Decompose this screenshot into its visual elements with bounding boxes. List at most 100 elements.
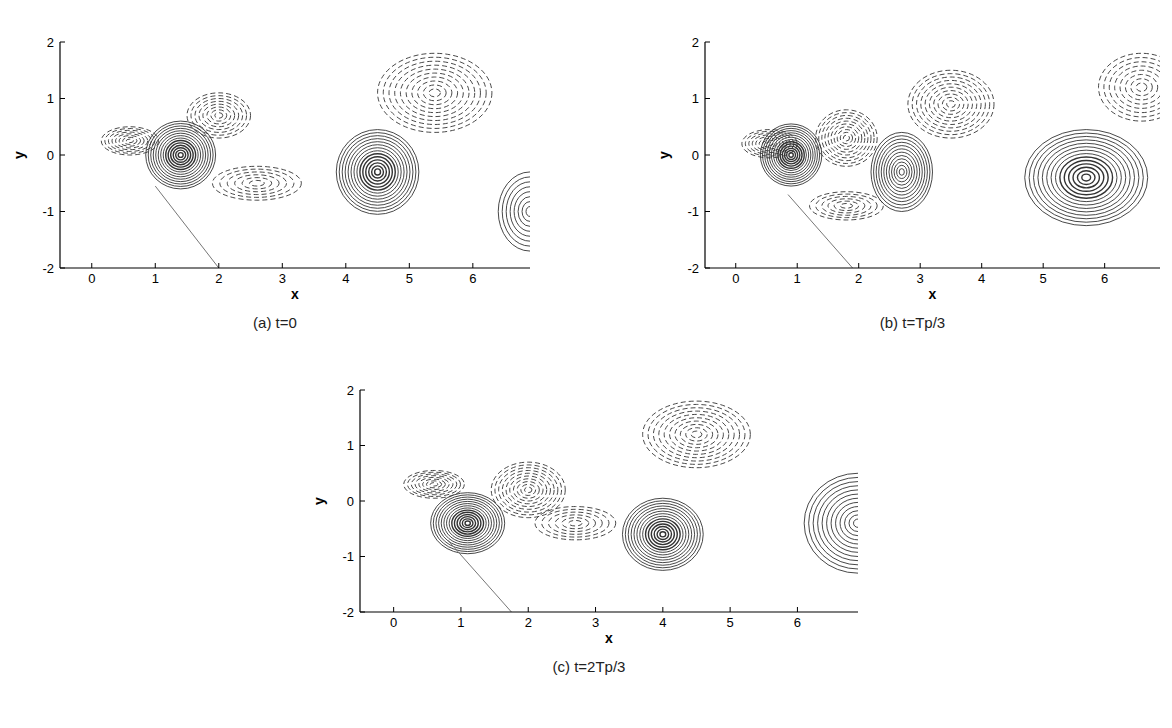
- y-tick: [705, 155, 710, 156]
- x-tick-label: 0: [732, 271, 739, 286]
- positive-vortex: [498, 172, 530, 251]
- contour-line: [828, 199, 865, 213]
- contour-line: [763, 140, 777, 147]
- contour-line: [816, 110, 877, 167]
- contour-line: [648, 521, 677, 547]
- contour-line: [759, 138, 780, 149]
- y-tick-label: 2: [47, 35, 54, 50]
- contour-line: [447, 506, 489, 541]
- contour-line: [336, 130, 419, 215]
- contour-line: [460, 517, 476, 530]
- contour-line: [827, 494, 858, 552]
- x-tick: [797, 263, 798, 268]
- panel-caption: (b) t=Tp/3: [880, 314, 945, 331]
- negative-vortex: [1099, 53, 1160, 121]
- contour-line: [938, 94, 964, 114]
- contour-line: [395, 65, 475, 120]
- contour-line: [648, 404, 745, 464]
- contour-line: [876, 139, 927, 205]
- y-tick-label: -1: [42, 204, 54, 219]
- y-tick-label: 1: [47, 91, 54, 106]
- y-tick: [705, 42, 710, 43]
- y-tick: [60, 155, 65, 156]
- contour-line: [849, 515, 858, 532]
- contour-line: [171, 145, 191, 164]
- contour-line: [822, 490, 858, 557]
- x-tick: [345, 263, 346, 268]
- contour-line: [176, 150, 186, 160]
- y-tick: [60, 98, 65, 99]
- contour-line: [525, 487, 532, 493]
- contour-line: [465, 521, 470, 525]
- contour-line: [173, 148, 188, 163]
- contour-line: [418, 81, 452, 105]
- y-tick: [705, 98, 710, 99]
- contour-line: [166, 140, 196, 169]
- contour-line: [383, 57, 486, 128]
- contour-line: [212, 166, 301, 200]
- y-tick-label: -1: [342, 549, 354, 564]
- contour-line: [457, 514, 478, 531]
- contour-line: [433, 495, 502, 552]
- contour-line: [220, 169, 294, 197]
- contour-line: [643, 516, 683, 552]
- x-tick: [460, 607, 461, 612]
- x-tick-label: 5: [727, 615, 734, 630]
- contour-line: [542, 509, 609, 537]
- y-tick-label: 0: [47, 148, 54, 163]
- contour-line: [810, 192, 884, 220]
- contour-line: [207, 107, 231, 124]
- plot-area: [742, 53, 1160, 268]
- positive-vortex: [1025, 130, 1148, 226]
- contour-line: [840, 507, 858, 540]
- contour-line: [1099, 53, 1160, 121]
- x-axis: [360, 611, 858, 612]
- contour-line: [178, 153, 183, 158]
- y-tick-label: 1: [347, 438, 354, 453]
- contour-line: [203, 104, 235, 127]
- x-tick-label: 4: [659, 615, 666, 630]
- contour-line: [1136, 83, 1147, 91]
- negative-vortex: [643, 401, 751, 468]
- contour-line: [444, 504, 492, 543]
- contour-line: [101, 127, 158, 155]
- y-tick: [60, 268, 65, 269]
- panel: 0123456-2-1012xy(c) t=2Tp/3: [311, 383, 912, 676]
- contour-line: [1042, 143, 1130, 212]
- contour-line: [840, 203, 852, 208]
- negative-vortex: [404, 470, 465, 498]
- x-tick-label: 4: [342, 271, 349, 286]
- contour-line: [789, 153, 793, 157]
- x-tick-label: 6: [1101, 271, 1108, 286]
- x-tick: [1104, 263, 1105, 268]
- x-tick-label: 2: [525, 615, 532, 630]
- x-tick-label: 3: [592, 615, 599, 630]
- contour-line: [535, 507, 616, 540]
- contour-line: [431, 493, 505, 554]
- figure: 0123456-2-1012xy(a) t=00123456-2-1012xy(…: [0, 0, 1172, 728]
- contour-line: [517, 482, 539, 499]
- contour-line: [491, 462, 565, 518]
- contour-line: [767, 131, 815, 180]
- x-axis-title: x: [929, 286, 937, 302]
- x-tick-label: 5: [406, 271, 413, 286]
- y-axis-title: y: [311, 497, 327, 505]
- contour-line: [651, 524, 674, 545]
- y-tick: [360, 390, 365, 391]
- contour-line: [756, 137, 784, 151]
- contour-line: [161, 136, 201, 175]
- plate-line: [447, 540, 511, 612]
- y-tick: [60, 211, 65, 212]
- contour-line: [441, 501, 494, 545]
- contour-line: [404, 470, 465, 498]
- x-tick: [1043, 263, 1044, 268]
- contour-line: [843, 135, 849, 141]
- x-tick: [472, 263, 473, 268]
- y-tick-label: 2: [692, 35, 699, 50]
- x-tick-label: 1: [794, 271, 801, 286]
- contour-line: [1120, 70, 1160, 104]
- contour-line: [400, 69, 469, 116]
- contour-line: [780, 144, 802, 166]
- contour-line: [426, 481, 441, 488]
- contour-line: [897, 165, 907, 178]
